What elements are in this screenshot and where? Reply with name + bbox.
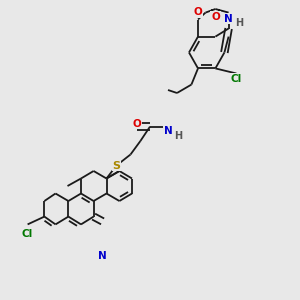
Text: H: H xyxy=(235,17,244,28)
Text: O: O xyxy=(194,7,202,17)
Text: N: N xyxy=(164,126,172,136)
Text: N: N xyxy=(98,250,107,261)
Text: Cl: Cl xyxy=(22,229,33,239)
Text: O: O xyxy=(211,11,220,22)
Text: H: H xyxy=(174,130,182,141)
Text: Cl: Cl xyxy=(231,74,242,84)
Text: S: S xyxy=(112,160,120,171)
Text: N: N xyxy=(224,14,233,24)
Text: O: O xyxy=(132,118,141,129)
